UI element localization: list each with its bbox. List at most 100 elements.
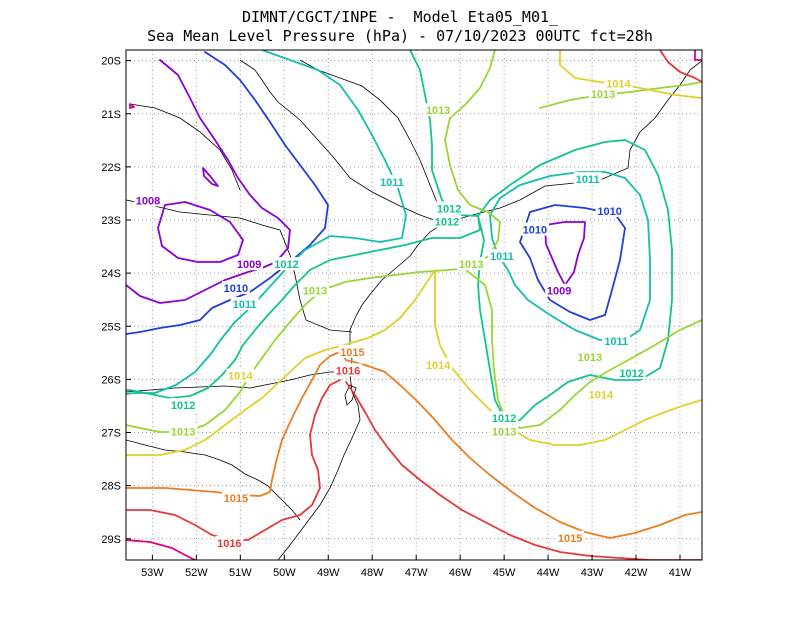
contour-label-bg: [215, 536, 244, 550]
isobar-1015: [126, 351, 347, 497]
isobar-1014: [434, 269, 702, 446]
isobar-1016: [345, 381, 702, 560]
isobar-1017: [129, 103, 135, 109]
lon-tick-label: 44W: [537, 567, 560, 579]
isobar-1011: [489, 171, 651, 341]
contour-label: 1015: [224, 493, 248, 505]
contour-label-bg: [301, 283, 330, 297]
lon-tick-label: 46W: [449, 567, 472, 579]
isobar-1013: [539, 81, 702, 109]
contour-label-bg: [272, 257, 301, 271]
state-border: [126, 199, 353, 333]
contour-label: 1012: [619, 368, 643, 380]
contour-label-bg: [334, 363, 363, 377]
contour-label-bg: [169, 424, 198, 438]
contour-label: 1013: [303, 286, 327, 298]
contour-label: 1013: [426, 105, 450, 117]
isobar-1009: [126, 59, 291, 304]
coastline: [277, 60, 702, 560]
contour-label: 1012: [171, 400, 195, 412]
lat-tick-label: 28S: [101, 481, 121, 493]
lat-tick-label: 27S: [101, 428, 121, 440]
contour-label-bg: [586, 387, 615, 401]
gridlines: [126, 50, 702, 560]
contour-label: 1011: [576, 174, 600, 186]
isobar-1016: [126, 379, 341, 541]
isobar-1010: [126, 51, 329, 335]
contour-label-bg: [235, 257, 264, 271]
state-border: [126, 439, 301, 521]
contour-label: 1010: [224, 283, 248, 295]
contour-label-bg: [490, 411, 519, 425]
contour-label-bg: [602, 334, 631, 348]
lon-tick-label: 50W: [273, 567, 296, 579]
contour-label-bg: [230, 297, 259, 310]
contour-label-bg: [432, 214, 461, 228]
contour-label: 1016: [217, 538, 241, 550]
isobar-1009: [544, 221, 586, 286]
lon-tick-label: 49W: [317, 567, 340, 579]
lat-tick-label: 23S: [101, 215, 121, 227]
contour-label: 1011: [380, 177, 404, 189]
latitude-ticks: 20S 21S 22S 23S 24S 25S 26S 27S 28S 29S: [101, 56, 131, 546]
contour-label: 1010: [597, 206, 621, 218]
isobar-1012: [477, 139, 673, 421]
chart-title-line1: DIMNT/CGCT/INPE - Model Eta05_M01_: [241, 8, 559, 26]
contour-label-bg: [424, 358, 453, 372]
contour-label-bg: [133, 193, 162, 207]
contour-label: 1011: [233, 299, 257, 311]
isobar-1013: [465, 269, 702, 429]
contour-label: 1012: [492, 413, 516, 425]
contour-label-bg: [221, 281, 250, 295]
contour-label: 1012: [437, 203, 461, 215]
contour-label: 1014: [606, 79, 631, 91]
chart-title-line2: Sea Mean Level Pressure (hPa) - 07/10/20…: [147, 27, 653, 45]
lat-tick-label: 24S: [101, 268, 121, 280]
contour-label: 1013: [492, 427, 516, 439]
isobar-1010: [519, 204, 626, 321]
lat-tick-label: 21S: [101, 109, 121, 121]
contour-label-bg: [604, 76, 633, 90]
contour-label: 1013: [591, 89, 615, 101]
contour-label: 1008: [136, 195, 160, 207]
plot-frame: [125, 49, 703, 561]
isobar-1008: [157, 201, 244, 263]
lon-tick-label: 41W: [669, 567, 692, 579]
lon-tick-label: 45W: [493, 567, 516, 579]
isobar-1016: [659, 50, 702, 83]
contour-label: 1013: [459, 259, 483, 271]
lon-tick-label: 48W: [361, 567, 384, 579]
lon-tick-label: 42W: [625, 567, 648, 579]
contour-label-bg: [221, 490, 250, 504]
lat-tick-label: 25S: [101, 321, 121, 333]
contour-label-bg: [595, 204, 624, 218]
contour-label: 1012: [274, 259, 298, 271]
longitude-ticks: 53W 52W 51W 50W 49W 48W 47W 46W 45W 44W 43W 42W 41W: [141, 555, 692, 579]
contour-label: 1011: [604, 336, 628, 348]
contour-label: 1014: [426, 360, 451, 372]
contour-label: 1010: [523, 225, 547, 237]
contour-label: 1009: [237, 259, 261, 271]
lat-tick-label: 20S: [101, 56, 121, 68]
lat-tick-label: 22S: [101, 162, 121, 174]
contour-label-bg: [169, 397, 198, 411]
state-border: [239, 59, 441, 223]
state-border: [299, 59, 443, 219]
lon-tick-label: 47W: [405, 567, 428, 579]
contour-label-bg: [457, 257, 486, 271]
contour-label: 1011: [490, 251, 514, 263]
contour-label: 1014: [589, 389, 614, 401]
isobar-1017: [126, 539, 196, 560]
contour-label-bg: [520, 222, 549, 236]
contour-label-bg: [435, 201, 464, 215]
contour-label-bg: [575, 350, 604, 364]
contour-label: 1015: [340, 347, 364, 359]
lon-tick-label: 53W: [141, 567, 164, 579]
contour-label-bg: [617, 366, 646, 380]
contour-label-bg: [338, 344, 367, 358]
contour-label-bg: [589, 87, 618, 101]
contour-label: 1009: [547, 286, 571, 298]
contour-label-bg: [424, 103, 453, 117]
contour-label: 1015: [558, 533, 582, 545]
isobar-1012: [126, 50, 481, 399]
